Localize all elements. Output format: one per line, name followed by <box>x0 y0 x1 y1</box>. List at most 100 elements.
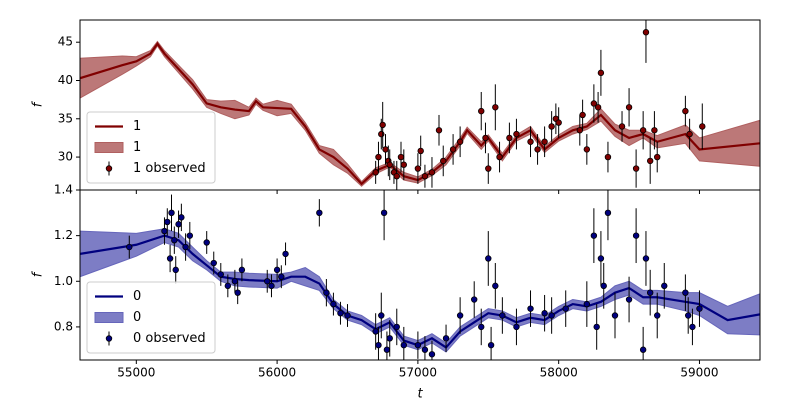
observed-point <box>686 130 693 138</box>
y-axis-label: f <box>31 270 46 277</box>
observed-point <box>600 282 607 290</box>
observed-point <box>548 123 555 130</box>
legend-box <box>86 111 216 184</box>
observed-point <box>611 312 619 319</box>
observed-point <box>513 323 520 331</box>
observed-point <box>126 243 133 251</box>
observed-point <box>449 146 457 153</box>
x-tick-label: 56000 <box>258 366 296 380</box>
legend-label: 0 <box>133 289 141 304</box>
observed-point <box>400 341 408 349</box>
y-tick-label: 1.4 <box>54 183 73 197</box>
observed-point <box>186 232 194 239</box>
observed-point <box>282 250 289 258</box>
observed-point <box>699 123 706 130</box>
y-tick-label: 30 <box>58 150 73 164</box>
legend-marker <box>105 335 113 342</box>
observed-point <box>487 341 495 349</box>
observed-point <box>604 209 612 217</box>
x-tick-label: 59000 <box>680 366 718 380</box>
observed-point <box>210 259 217 267</box>
observed-point <box>590 100 598 107</box>
observed-point <box>323 289 330 296</box>
observed-point <box>428 351 436 358</box>
observed-point <box>513 130 520 138</box>
observed-point <box>379 121 386 129</box>
y-tick-label: 0.8 <box>54 319 73 333</box>
legend-box <box>86 281 216 354</box>
plot-area <box>80 20 760 190</box>
observed-point <box>527 138 534 145</box>
observed-point <box>171 237 178 244</box>
observed-point <box>164 218 171 226</box>
observed-point <box>393 323 400 331</box>
observed-point <box>372 169 379 176</box>
observed-point <box>428 169 436 176</box>
observed-point <box>382 146 389 153</box>
observed-point <box>383 346 391 353</box>
observed-point <box>400 161 408 168</box>
observed-point <box>168 209 175 217</box>
observed-point <box>661 282 668 290</box>
observed-point <box>646 289 654 296</box>
observed-point <box>625 104 633 111</box>
observed-point <box>506 134 513 142</box>
observed-point <box>597 69 605 77</box>
observed-point <box>534 146 541 153</box>
observed-point <box>541 310 548 317</box>
x-tick-label: 58000 <box>540 366 578 380</box>
observed-point <box>421 346 429 353</box>
y-tick-label: 40 <box>58 73 73 87</box>
observed-point <box>217 271 224 278</box>
observed-point <box>583 300 591 308</box>
observed-point <box>548 312 555 319</box>
axes-frame <box>79 189 761 361</box>
observed-point <box>646 157 654 165</box>
model-line <box>80 234 760 349</box>
observed-point <box>632 232 640 239</box>
observed-point <box>378 312 385 319</box>
legend-patch <box>94 142 124 153</box>
observed-point <box>203 239 210 246</box>
observed-point <box>393 173 400 180</box>
y-tick-label: 1.2 <box>54 228 73 242</box>
observed-point <box>378 130 385 138</box>
observed-point <box>172 266 179 274</box>
observed-point <box>482 134 489 142</box>
observed-point <box>435 127 443 134</box>
observed-point <box>642 29 650 36</box>
observed-point <box>604 153 612 161</box>
observed-point <box>654 153 661 161</box>
observed-point <box>440 157 447 165</box>
observed-point <box>597 255 605 262</box>
observed-point <box>555 119 562 126</box>
observed-point <box>639 127 647 134</box>
observed-point <box>397 153 405 161</box>
observed-point <box>278 273 285 280</box>
plot-area <box>80 190 760 360</box>
observed-point <box>689 323 696 331</box>
observed-point <box>372 328 379 335</box>
observed-point <box>576 127 583 134</box>
legend-label: 1 observed <box>133 161 206 176</box>
observed-point <box>316 209 323 217</box>
observed-point <box>178 214 185 221</box>
observed-point <box>541 138 548 145</box>
observed-point <box>166 255 174 262</box>
observed-point <box>492 104 499 111</box>
observed-point <box>456 312 464 319</box>
observed-point <box>485 255 492 262</box>
observed-point <box>442 335 450 342</box>
observed-point <box>590 232 598 239</box>
observed-point <box>386 335 393 342</box>
observed-point <box>562 305 569 312</box>
observed-point <box>375 153 382 161</box>
observed-point <box>337 310 344 317</box>
observed-point <box>231 278 239 285</box>
observed-point <box>386 161 393 168</box>
observed-point <box>414 165 422 172</box>
x-tick-label: 57000 <box>399 366 437 380</box>
observed-point <box>375 341 382 349</box>
observed-point <box>380 209 388 217</box>
observed-point <box>527 305 534 312</box>
